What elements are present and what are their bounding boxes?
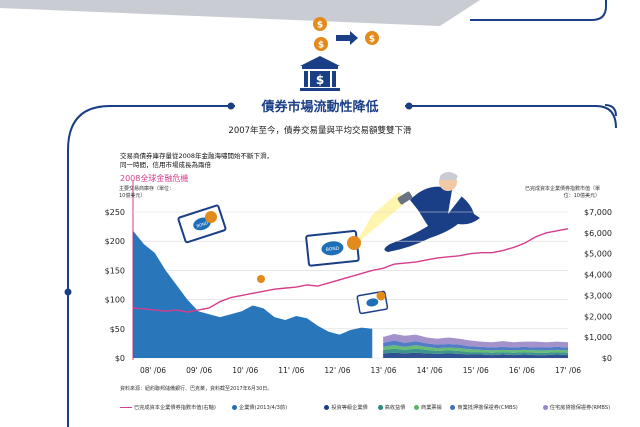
x-tick-label: 16' /06 [509, 366, 535, 375]
x-tick-label: 11' /06 [278, 366, 304, 375]
crisis-label: 2008全球金融危機 [120, 174, 189, 183]
x-tick-label: 08' /06 [140, 366, 166, 375]
legend-swatch [542, 405, 548, 410]
legend-swatch [450, 405, 456, 410]
title-dot-left [227, 102, 235, 110]
svg-text:$: $ [317, 21, 323, 31]
chart-title: 債券市場流動性降低 [261, 100, 379, 115]
legend-label: 商業抵押擔保證券(CMBS) [457, 405, 518, 411]
y-right-tick-label: $1,000 [584, 333, 612, 342]
bond-seal-icon [205, 211, 217, 223]
x-tick-label: 14' /06 [417, 366, 443, 375]
frame-dot [64, 288, 72, 296]
y-right-tick-label: $5,000 [584, 250, 612, 259]
series-stack-area [383, 352, 568, 358]
legend-label: 企業債(2013/4/3前) [239, 405, 288, 411]
man-with-flashlight-icon [384, 172, 480, 252]
bond-label: BOND [326, 246, 340, 253]
series-stack-area [383, 348, 568, 356]
y-right-tick-label: $0 [602, 354, 612, 363]
x-tick-label: 09' /06 [186, 366, 212, 375]
legend-swatch [324, 405, 330, 410]
svg-text:$: $ [316, 73, 324, 87]
legend-label: 已完成資本企業債券指數市值(右軸) [134, 405, 216, 411]
title-dot-right [405, 102, 413, 110]
y-right-tick-label: $3,000 [584, 291, 612, 300]
y-right-tick-label: $7,000 [584, 208, 612, 217]
chart-legend: 已完成資本企業債券指數市值(右軸) 企業債(2013/4/3前) 投資等級企業債 高收… [120, 404, 610, 414]
chart-subtitle: 2007年至今，債券交易量與平均交易額雙雙下滑 [228, 126, 412, 136]
x-tick-label: 15' /06 [463, 366, 489, 375]
series-stack-area [383, 340, 568, 351]
legend-label: 投資等級企業債 [331, 405, 368, 411]
y-left-tick-label: $50 [110, 325, 125, 334]
x-tick-label: 17' /06 [555, 366, 581, 375]
left-axis-title: 主要交易商庫存（單位：10億美元） [119, 186, 175, 199]
legend-item: 高收益債 [377, 404, 406, 411]
bond-ticket-icon: BOND [305, 229, 360, 267]
y-left-tick-label: $150 [105, 266, 125, 275]
frame-line-left [67, 105, 111, 427]
series-stack-area [383, 345, 568, 353]
legend-label: 高收益債 [384, 405, 406, 411]
svg-text:$: $ [369, 35, 375, 45]
legend-swatch [414, 405, 419, 410]
series-area-corporate-pre2013 [133, 230, 373, 358]
series-line-index-market-value [132, 227, 569, 313]
y-left-tick-label: $200 [105, 237, 125, 246]
x-tick-label: 13' /06 [371, 366, 397, 375]
legend-item: 已完成資本企業債券指數市值(右軸) [120, 404, 216, 411]
y-right-tick-label: $4,000 [584, 271, 612, 280]
money-flow-icon: $ $ $ [313, 17, 379, 51]
legend-item: 商業票據 [414, 404, 442, 411]
flashlight-beam [355, 192, 406, 245]
frame-line-title-right [405, 105, 617, 129]
frame-line-right [604, 104, 617, 117]
bank-building-icon: $ [300, 56, 340, 91]
frame-line-top [470, 0, 607, 21]
source-note: 資料來源：紐約聯邦儲備銀行、巴克萊，資料截至2017年6月30日。 [120, 386, 273, 392]
grey-banner-shape [0, 0, 480, 26]
y-left-tick-label: $250 [105, 208, 125, 217]
bond-ticket-icon: BOND [177, 204, 227, 244]
x-tick-label: 10' /06 [232, 366, 258, 375]
x-tick-label: 12' /06 [324, 366, 350, 375]
annotation-line-1: 交易商債券庫存量從2008年金融海嘯開始不斷下滑， [120, 152, 274, 160]
bond-seal-icon [376, 291, 386, 301]
small-coin-icon [257, 275, 265, 283]
legend-label: 住宅房貸擔保證券(RMBS) [549, 405, 611, 411]
legend-swatch [120, 406, 132, 409]
svg-text:$: $ [318, 41, 324, 51]
legend-label: 商業票據 [421, 405, 442, 411]
legend-swatch [377, 405, 383, 410]
series-stack-area [383, 334, 568, 348]
legend-swatch [232, 405, 237, 410]
legend-item: 投資等級企業債 [324, 404, 368, 411]
y-left-tick-label: $0 [115, 354, 125, 363]
y-left-tick-label: $100 [105, 296, 125, 305]
legend-item: 企業債(2013/4/3前) [232, 404, 287, 411]
annotation-line-2: 同一時間，信用市場成長為兩倍 [120, 161, 211, 169]
y-right-tick-label: $6,000 [584, 229, 612, 238]
y-right-tick-label: $2,000 [584, 312, 612, 321]
right-axis-title: 已完成資本企業債券指數市值（單位：10億美元） [524, 186, 600, 199]
bond-seal-icon [347, 236, 361, 250]
legend-item: 商業抵押擔保證券(CMBS) [450, 404, 518, 411]
legend-item: 住宅房貸擔保證券(RMBS) [542, 404, 611, 411]
bond-label: BOND [196, 220, 209, 228]
